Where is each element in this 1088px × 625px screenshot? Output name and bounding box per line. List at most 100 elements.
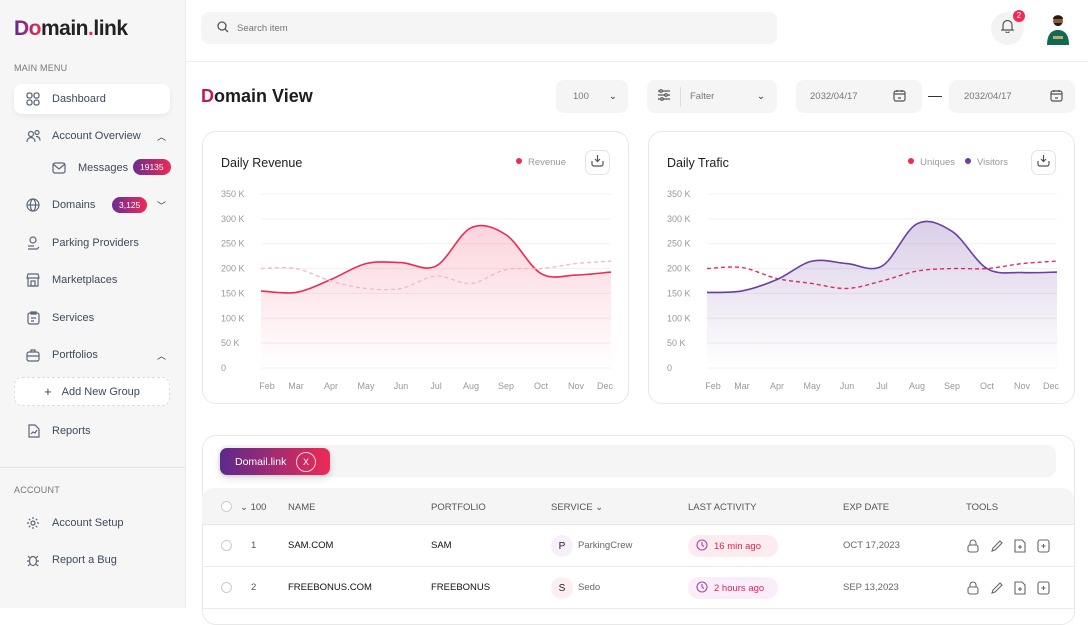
header-name[interactable]: NAME (288, 502, 316, 513)
count-select[interactable]: 100 ⌄ (556, 80, 628, 113)
sidebar-item-messages[interactable]: Messages (40, 153, 170, 183)
y-tick-label: 300 K (667, 214, 691, 224)
select-all-checkbox[interactable] (221, 501, 232, 512)
briefcase-icon (14, 348, 52, 362)
filter-tag-bar (218, 445, 1056, 477)
row-checkbox[interactable] (221, 540, 232, 551)
divider (0, 467, 186, 468)
y-tick-label: 50 K (221, 338, 240, 348)
sidebar: Domain.link MAIN MENU Dashboard Account … (0, 0, 186, 608)
header-exp-date[interactable]: EXP DATE (843, 502, 890, 513)
sidebar-item-portfolios[interactable]: Portfolios ︿ (14, 340, 170, 370)
row-checkbox[interactable] (221, 582, 232, 593)
last-activity-badge: 16 min ago (688, 535, 778, 557)
logo[interactable]: Domain.link (14, 17, 128, 40)
y-tick-label: 200 K (221, 264, 245, 274)
portfolio-name: SAM (431, 540, 452, 551)
y-tick-label: 150 K (667, 288, 691, 298)
lock-icon[interactable] (967, 581, 979, 600)
sidebar-item-domains[interactable]: Domains ﹀ (14, 190, 170, 220)
date-separator: — (928, 87, 942, 103)
count-toggle[interactable]: ⌄ 100 (240, 502, 267, 513)
table-header (202, 488, 1074, 525)
chart-plot: 0 50 K 100 K 150 K 200 K 250 K 300 K 350 K Feb Ma… (221, 189, 613, 391)
avatar[interactable] (1045, 13, 1071, 45)
header-service[interactable]: SERVICE ⌄ (551, 502, 604, 513)
chevron-down-icon[interactable]: ﹀ (156, 200, 166, 211)
x-tick-label: Jun (394, 381, 409, 391)
series-line (706, 220, 1058, 294)
row-number: 1 (251, 540, 257, 551)
filter-tag[interactable]: Domail.link X (220, 448, 330, 475)
y-tick-label: 350 K (221, 189, 245, 199)
last-activity-badge: 2 hours ago (688, 577, 778, 599)
page-title: Domain View (201, 86, 313, 106)
legend-uniques: Uniques (908, 157, 955, 168)
close-icon[interactable]: X (296, 451, 316, 472)
sidebar-item-account-setup[interactable]: Account Setup (14, 508, 170, 538)
report-icon (14, 424, 52, 438)
main-menu-label: MAIN MENU (14, 63, 68, 73)
add-new-group-button[interactable]: + Add New Group (14, 377, 170, 406)
x-tick-label: Aug (909, 381, 925, 391)
gear-icon (14, 516, 52, 530)
chevron-down-icon: ⌄ (240, 502, 251, 513)
series-area (707, 221, 1057, 368)
sidebar-item-dashboard[interactable]: Dashboard (14, 84, 170, 114)
lock-icon[interactable] (967, 539, 979, 558)
service-avatar: P (551, 535, 573, 557)
sidebar-item-parking-providers[interactable]: Parking Providers (14, 228, 170, 258)
chart-legend: Uniques Visitors (908, 157, 1008, 168)
table-row[interactable] (202, 525, 1074, 567)
service-avatar: S (551, 577, 573, 599)
add-file-icon[interactable] (1014, 581, 1026, 600)
domain-name[interactable]: FREEBONUS.COM (288, 582, 372, 593)
x-tick-label: Feb (259, 381, 275, 391)
x-tick-label: Sep (944, 381, 960, 391)
edit-icon[interactable] (990, 539, 1003, 558)
y-tick-label: 150 K (221, 288, 245, 298)
calendar-icon (893, 89, 906, 105)
row-tools (967, 581, 1050, 600)
series-area (261, 225, 611, 368)
plus-icon: + (44, 384, 52, 399)
chart-plot: 0 50 K 100 K 150 K 200 K 250 K 300 K 350 K Feb Ma… (667, 189, 1059, 391)
add-note-icon[interactable] (1037, 581, 1050, 600)
row-tools (967, 539, 1050, 558)
x-tick-label: Feb (705, 381, 721, 391)
download-button[interactable] (585, 150, 610, 175)
search-icon (217, 20, 229, 36)
chevron-down-icon: ⌄ (608, 91, 617, 102)
header-divider (186, 61, 1088, 62)
filter-select[interactable]: Falter ⌄ (647, 80, 777, 113)
chevron-up-icon[interactable]: ︿ (156, 350, 166, 361)
header-tools: TOOLS (966, 502, 999, 513)
domain-name[interactable]: SAM.COM (288, 540, 334, 551)
y-tick-label: 350 K (667, 189, 691, 199)
search-bar[interactable] (201, 12, 777, 44)
header-portfolio[interactable]: PORTFOLIO (431, 502, 486, 513)
sidebar-item-reports[interactable]: Reports (14, 416, 170, 446)
sidebar-item-services[interactable]: Services (14, 303, 170, 333)
sidebar-item-report-bug[interactable]: Report a Bug (14, 545, 170, 575)
date-from-input[interactable]: 2032/04/17 (796, 80, 922, 113)
sidebar-item-marketplaces[interactable]: Marketplaces (14, 265, 170, 295)
x-tick-label: Oct (534, 381, 549, 391)
header-last-activity[interactable]: LAST ACTIVITY (688, 502, 757, 513)
edit-icon[interactable] (990, 581, 1003, 600)
search-input[interactable] (237, 22, 737, 34)
download-icon (1037, 154, 1050, 172)
download-button[interactable] (1031, 150, 1056, 175)
sliders-icon (657, 89, 671, 104)
sidebar-item-account-overview[interactable]: Account Overview ︿ (14, 121, 170, 151)
date-to-input[interactable]: 2032/04/17 (949, 80, 1075, 113)
chevron-up-icon[interactable]: ︿ (156, 131, 166, 142)
y-tick-label: 250 K (221, 239, 245, 249)
account-label: ACCOUNT (14, 485, 60, 495)
x-tick-label: Jun (840, 381, 855, 391)
chart-title: Daily Revenue (221, 156, 303, 170)
add-note-icon[interactable] (1037, 539, 1050, 558)
bell-icon (1000, 19, 1015, 38)
add-file-icon[interactable] (1014, 539, 1026, 558)
chevron-down-icon: ⌄ (592, 502, 604, 513)
